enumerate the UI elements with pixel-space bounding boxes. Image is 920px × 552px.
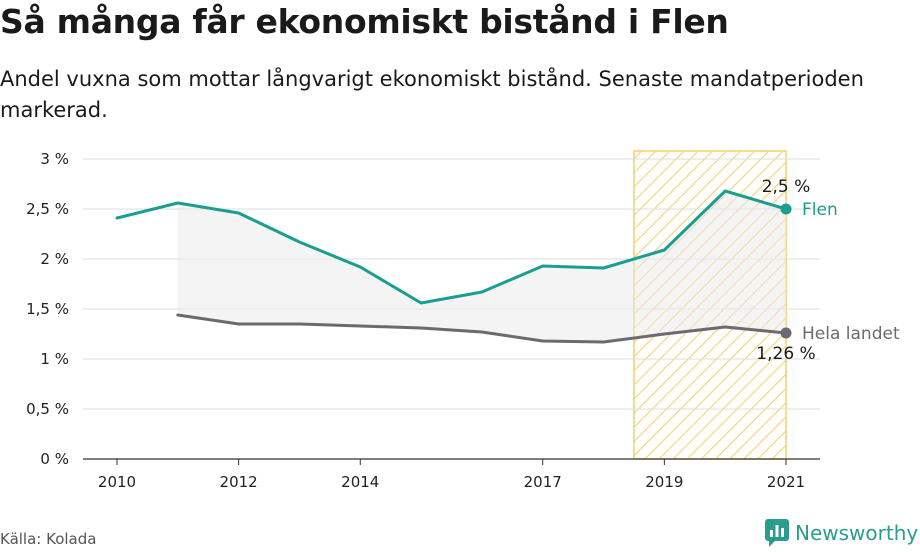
x-tick-label: 2019 (645, 473, 683, 491)
value-label-flen: 2,5 % (762, 177, 811, 197)
y-tick-label: 0 % (40, 450, 69, 468)
series-line-flen (115, 189, 788, 305)
x-tick-label: 2012 (220, 473, 258, 491)
series-name-hela-landet: Hela landet (802, 324, 900, 344)
x-tick-label: 2021 (767, 473, 805, 491)
chart-subtitle: Andel vuxna som mottar långvarigt ekonom… (0, 67, 864, 122)
end-point-flen (780, 203, 792, 215)
series-name-flen: Flen (802, 200, 838, 220)
series-line-hela-landet (176, 313, 788, 344)
chart-title: Så många får ekonomiskt bistånd i Flen (0, 2, 729, 41)
newsworthy-icon (765, 519, 789, 547)
end-point-hela-landet (780, 327, 792, 339)
y-tick-label: 2,5 % (26, 200, 69, 218)
y-tick-label: 2 % (40, 250, 69, 268)
x-tick-label: 2017 (524, 473, 562, 491)
value-label-hela-landet: 1,26 % (756, 344, 815, 364)
x-tick-label: 2014 (341, 473, 379, 491)
y-tick-label: 1,5 % (26, 300, 69, 318)
y-tick-label: 0,5 % (26, 400, 69, 418)
y-tick-label: 1 % (40, 350, 69, 368)
source-note: Källa: Kolada (0, 530, 97, 548)
brand-name: Newsworthy (795, 521, 919, 545)
difference-area (177, 191, 786, 342)
x-tick-label: 2010 (98, 473, 136, 491)
brand-logo: Newsworthy (765, 519, 918, 547)
y-tick-label: 3 % (40, 150, 69, 168)
